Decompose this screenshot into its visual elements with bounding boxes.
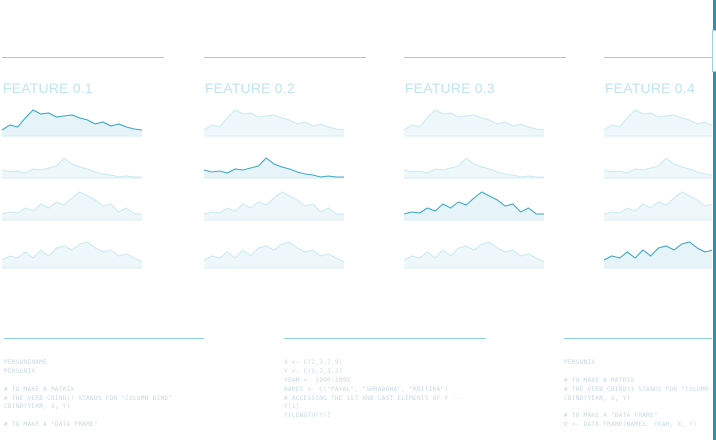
sparkline-area [2,242,142,268]
code-panel: X <- C(2,3,7,9) Y <- C(9,7,3,2) YEAR <- … [284,338,524,440]
sparkline-chart[interactable] [403,232,554,272]
code-line [564,368,712,377]
code-line: CBIND(YEAR, X, Y) [4,403,71,411]
sparkline-chart[interactable] [203,100,354,140]
sparkline-area [604,158,712,178]
sparkline-chart[interactable] [203,232,354,272]
sparkline-line [203,241,345,263]
code-line: PERSONIX [4,367,36,375]
code-line: # TO MAKE A "DATA FRAME" [4,421,98,429]
code-line: X <- C(2,3,7,9) [284,359,343,366]
sparkline-line [1,191,142,215]
code-panel: PERSONIX # TO MAKE A MATRIX # THE VERB C… [564,338,712,440]
sparkline-area [404,192,544,220]
column-divider [2,57,164,58]
code-panel: PERSONENAME PERSONIX # TO MAKE A MATRIX … [4,338,224,440]
sparkline-area [204,242,344,268]
feature-title: FEATURE 0.3 [405,80,495,96]
sparkline-chart[interactable] [403,100,554,140]
code-line: NAMES <- C("PAYAL", "SHRADDHA", "KRITIKA… [284,385,449,393]
sparkline-chart[interactable] [403,142,554,182]
feature-column: FEATURE 0.3 [403,0,574,300]
window-edge-bar [713,0,716,440]
code-line: # THE VERB CBIND() STANDS FOR "COLUMN BI… [4,394,173,402]
column-divider [404,57,566,58]
sparkline-area [604,110,712,136]
code-line: # TO MAKE A "DATA FRAME" [564,412,658,420]
code-line: CBIND(YEAR, X, Y) [564,394,631,402]
code-line: Y <- C(9,7,3,2) [284,367,343,375]
window-edge-handle[interactable] [712,30,716,72]
sparkline-chart[interactable] [604,232,712,272]
sparkline-area [604,192,712,220]
sparkline-line [604,157,712,176]
code-line: # ACCESSING THE 1ST AND LAST ELEMENTS OF… [284,394,461,402]
feature-column: FEATURE 0.1 [1,0,172,300]
feature-column: FEATURE 0.4 [604,0,712,300]
sparkline-line [1,109,143,131]
sparkline-chart[interactable] [403,184,554,224]
sparkline-area [2,192,142,220]
panel-divider [564,338,712,339]
sparkline-area [2,110,142,136]
feature-title: FEATURE 0.1 [3,80,93,96]
sparkline-line [604,109,712,131]
panel-divider [4,338,204,339]
sparkline-line [403,157,544,178]
sparkline-line [403,191,544,215]
sparkline-chart[interactable] [604,184,712,224]
code-line [4,377,172,386]
sparkline-line [604,191,712,215]
sparkline-line [604,241,712,261]
code-line: PERSONENAME [4,359,48,366]
sparkline-area [204,110,344,136]
feature-title: FEATURE 0.2 [205,80,295,96]
sparkline-area [604,242,712,268]
column-divider [204,57,366,58]
code-line: # TO MAKE A MATRIX [564,376,635,384]
sparkline-area [404,110,544,136]
feature-title: FEATURE 0.4 [605,80,695,96]
sparkline-chart[interactable] [203,184,354,224]
feature-column: FEATURE 0.2 [203,0,374,300]
sparkline-chart[interactable] [1,142,152,182]
code-line: YEAR <- 1990:1995 [284,376,351,384]
code-line: # THE VERB CBIND() STANDS FOR "COLUMN BI… [564,385,709,393]
sparkline-chart[interactable] [604,142,712,182]
code-line: # TO MAKE A MATRIX [4,385,75,393]
sparkline-line [403,241,545,263]
sparkline-area [204,192,344,220]
sparkline-chart[interactable] [1,232,152,272]
code-line: Y[LENGTH(Y)] [284,412,331,420]
sparkline-area [404,242,544,268]
panel-divider [284,338,486,339]
column-divider [604,57,712,58]
code-line: D <- DATA.FRAME(NAMES, YEAR, X, Y) [564,421,698,429]
sparkline-chart[interactable] [1,184,152,224]
sparkline-area [204,158,344,178]
sparkline-chart[interactable] [604,100,712,140]
code-line [564,403,712,412]
sparkline-chart[interactable] [203,142,354,182]
sparkline-line [403,109,545,131]
sparkline-line [203,157,344,178]
sparkline-chart[interactable] [1,100,152,140]
code-line: PERSONIX [564,359,596,366]
sparkline-line [1,241,143,263]
sparkline-area [404,158,544,178]
sparkline-line [203,109,345,131]
sparkline-line [203,191,344,215]
sparkline-area [2,158,142,178]
code-line [4,412,172,421]
code-line: Y[1] [284,403,300,411]
sparkline-line [1,157,142,178]
